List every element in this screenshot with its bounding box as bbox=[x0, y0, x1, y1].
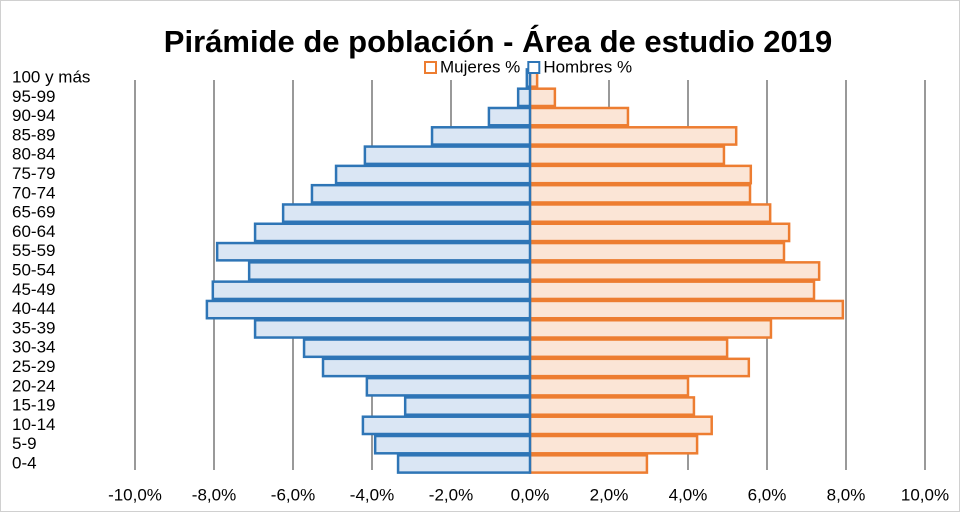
bar bbox=[487, 106, 532, 127]
bar bbox=[363, 145, 532, 166]
bar bbox=[403, 396, 532, 416]
legend-swatch bbox=[424, 61, 437, 74]
bar bbox=[528, 145, 726, 166]
y-tick-label: 50-54 bbox=[12, 260, 55, 279]
legend-swatch bbox=[527, 61, 541, 74]
bar bbox=[211, 280, 532, 301]
y-tick-label: 20-24 bbox=[12, 376, 55, 395]
y-tick-label: 40-44 bbox=[12, 299, 55, 318]
bar bbox=[528, 261, 821, 281]
y-tick-label: 35-39 bbox=[12, 318, 55, 337]
y-tick-label: 95-99 bbox=[12, 87, 55, 106]
bar bbox=[528, 126, 738, 146]
x-tick-label: -6,0% bbox=[271, 485, 315, 504]
bar bbox=[528, 183, 752, 204]
x-tick-label: 2,0% bbox=[590, 485, 629, 504]
y-tick-label: 75-79 bbox=[12, 164, 55, 183]
bar bbox=[310, 183, 532, 204]
y-tick-label: 45-49 bbox=[12, 280, 55, 299]
x-tick-label: 6,0% bbox=[748, 485, 787, 504]
bar bbox=[361, 415, 532, 436]
bar bbox=[528, 203, 772, 224]
y-tick-label: 55-59 bbox=[12, 241, 55, 260]
bar bbox=[528, 299, 845, 320]
y-tick-label: 15-19 bbox=[12, 396, 55, 415]
x-tick-label: -8,0% bbox=[192, 485, 236, 504]
y-tick-label: 30-34 bbox=[12, 338, 55, 357]
chart-title: Pirámide de población - Área de estudio … bbox=[164, 24, 832, 59]
bar bbox=[528, 87, 557, 108]
bar bbox=[253, 318, 532, 339]
y-tick-label: 25-29 bbox=[12, 357, 55, 376]
bar bbox=[430, 126, 532, 146]
y-tick-label: 60-64 bbox=[12, 222, 55, 241]
y-tick-label: 85-89 bbox=[12, 125, 55, 144]
y-tick-label: 10-14 bbox=[12, 415, 55, 434]
bar bbox=[528, 280, 816, 301]
bar bbox=[373, 434, 532, 455]
y-tick-label: 80-84 bbox=[12, 145, 55, 164]
bar bbox=[302, 338, 532, 359]
legend-label: Mujeres % bbox=[440, 57, 520, 76]
bar bbox=[253, 222, 532, 243]
bar bbox=[528, 415, 713, 436]
bar bbox=[528, 454, 649, 474]
x-tick-label: -4,0% bbox=[350, 485, 394, 504]
y-tick-label: 70-74 bbox=[12, 183, 55, 202]
bar bbox=[205, 299, 532, 320]
x-tick-label: -2,0% bbox=[429, 485, 473, 504]
y-tick-label: 65-69 bbox=[12, 203, 55, 222]
bar bbox=[528, 434, 699, 455]
y-tick-label: 100 y más bbox=[12, 68, 90, 87]
bar bbox=[528, 357, 751, 378]
bar bbox=[528, 241, 786, 262]
bar bbox=[215, 241, 532, 262]
x-tick-label: 4,0% bbox=[669, 485, 708, 504]
bar bbox=[365, 376, 532, 397]
x-tick-label: -10,0% bbox=[108, 485, 162, 504]
y-tick-label: 0-4 bbox=[12, 453, 37, 472]
bar bbox=[528, 222, 791, 243]
bar bbox=[281, 203, 532, 224]
bar bbox=[516, 87, 532, 108]
x-tick-label: 10,0% bbox=[901, 485, 949, 504]
legend-label: Hombres % bbox=[543, 57, 632, 76]
bar bbox=[528, 376, 690, 397]
x-tick-label: 8,0% bbox=[827, 485, 866, 504]
x-tick-label: 0,0% bbox=[511, 485, 550, 504]
bar bbox=[334, 164, 532, 185]
bar bbox=[321, 357, 532, 378]
y-tick-label: 90-94 bbox=[12, 106, 55, 125]
bar bbox=[247, 261, 532, 281]
bar bbox=[528, 164, 753, 185]
bar bbox=[528, 396, 696, 416]
y-tick-label: 5-9 bbox=[12, 434, 37, 453]
bar bbox=[528, 318, 773, 339]
bar bbox=[528, 338, 729, 359]
bar bbox=[396, 454, 532, 474]
bar bbox=[528, 106, 630, 127]
